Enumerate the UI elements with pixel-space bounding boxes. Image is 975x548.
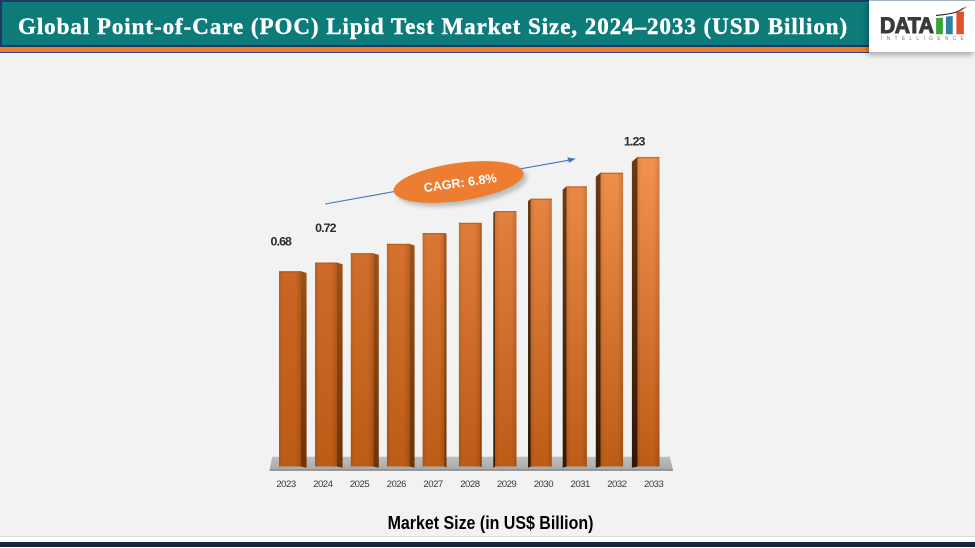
svg-text:2028: 2028 — [460, 479, 480, 490]
svg-text:0.72: 0.72 — [315, 221, 337, 235]
svg-text:1.23: 1.23 — [624, 135, 646, 149]
svg-text:0.68: 0.68 — [271, 235, 293, 249]
svg-text:2025: 2025 — [350, 479, 370, 490]
svg-text:2023: 2023 — [276, 479, 296, 490]
svg-text:2027: 2027 — [423, 479, 443, 490]
svg-text:2029: 2029 — [497, 479, 517, 490]
svg-text:2030: 2030 — [534, 479, 554, 490]
svg-text:2032: 2032 — [607, 479, 627, 490]
svg-text:2031: 2031 — [571, 479, 591, 490]
svg-text:2033: 2033 — [644, 479, 664, 490]
svg-text:2026: 2026 — [387, 479, 407, 490]
svg-text:2024: 2024 — [313, 479, 334, 490]
